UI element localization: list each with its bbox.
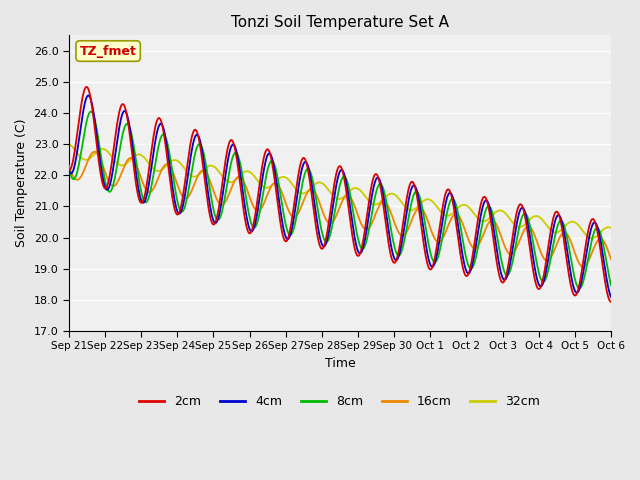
2cm (607, 299, 615, 305)
2cm (186, 142, 194, 148)
2cm (422, 256, 430, 262)
16cm (579, 264, 587, 270)
32cm (186, 171, 193, 177)
2cm (131, 176, 139, 181)
8cm (87, 108, 95, 114)
Y-axis label: Soil Temperature (C): Soil Temperature (C) (15, 119, 28, 247)
X-axis label: Time: Time (324, 357, 355, 370)
8cm (75, 163, 83, 168)
4cm (422, 244, 430, 250)
8cm (406, 204, 414, 210)
Line: 16cm: 16cm (69, 152, 611, 267)
4cm (84, 93, 92, 98)
16cm (186, 191, 194, 197)
16cm (607, 256, 615, 262)
4cm (406, 189, 414, 195)
Title: Tonzi Soil Temperature Set A: Tonzi Soil Temperature Set A (231, 15, 449, 30)
32cm (607, 225, 615, 231)
16cm (91, 149, 99, 155)
16cm (406, 221, 414, 227)
32cm (65, 141, 73, 147)
32cm (422, 197, 429, 203)
32cm (75, 152, 83, 158)
32cm (588, 235, 596, 241)
16cm (75, 177, 83, 182)
16cm (422, 214, 430, 220)
4cm (75, 139, 83, 144)
8cm (186, 177, 194, 183)
16cm (65, 163, 73, 168)
8cm (65, 165, 73, 170)
32cm (406, 207, 413, 213)
2cm (406, 180, 414, 186)
Line: 8cm: 8cm (69, 111, 611, 288)
Text: TZ_fmet: TZ_fmet (80, 45, 136, 58)
8cm (607, 283, 615, 288)
32cm (214, 168, 222, 174)
Line: 4cm: 4cm (69, 96, 611, 297)
Line: 32cm: 32cm (69, 144, 611, 238)
8cm (131, 152, 139, 158)
8cm (422, 228, 430, 234)
Line: 2cm: 2cm (69, 87, 611, 302)
2cm (65, 167, 73, 173)
4cm (607, 294, 615, 300)
8cm (575, 286, 583, 291)
2cm (83, 84, 90, 90)
16cm (131, 160, 139, 166)
2cm (215, 204, 223, 210)
32cm (131, 153, 138, 159)
4cm (131, 164, 139, 170)
Legend: 2cm, 4cm, 8cm, 16cm, 32cm: 2cm, 4cm, 8cm, 16cm, 32cm (134, 390, 545, 413)
4cm (186, 156, 194, 162)
16cm (215, 200, 223, 206)
4cm (215, 213, 223, 218)
8cm (215, 216, 223, 222)
4cm (65, 168, 73, 173)
2cm (75, 120, 83, 126)
